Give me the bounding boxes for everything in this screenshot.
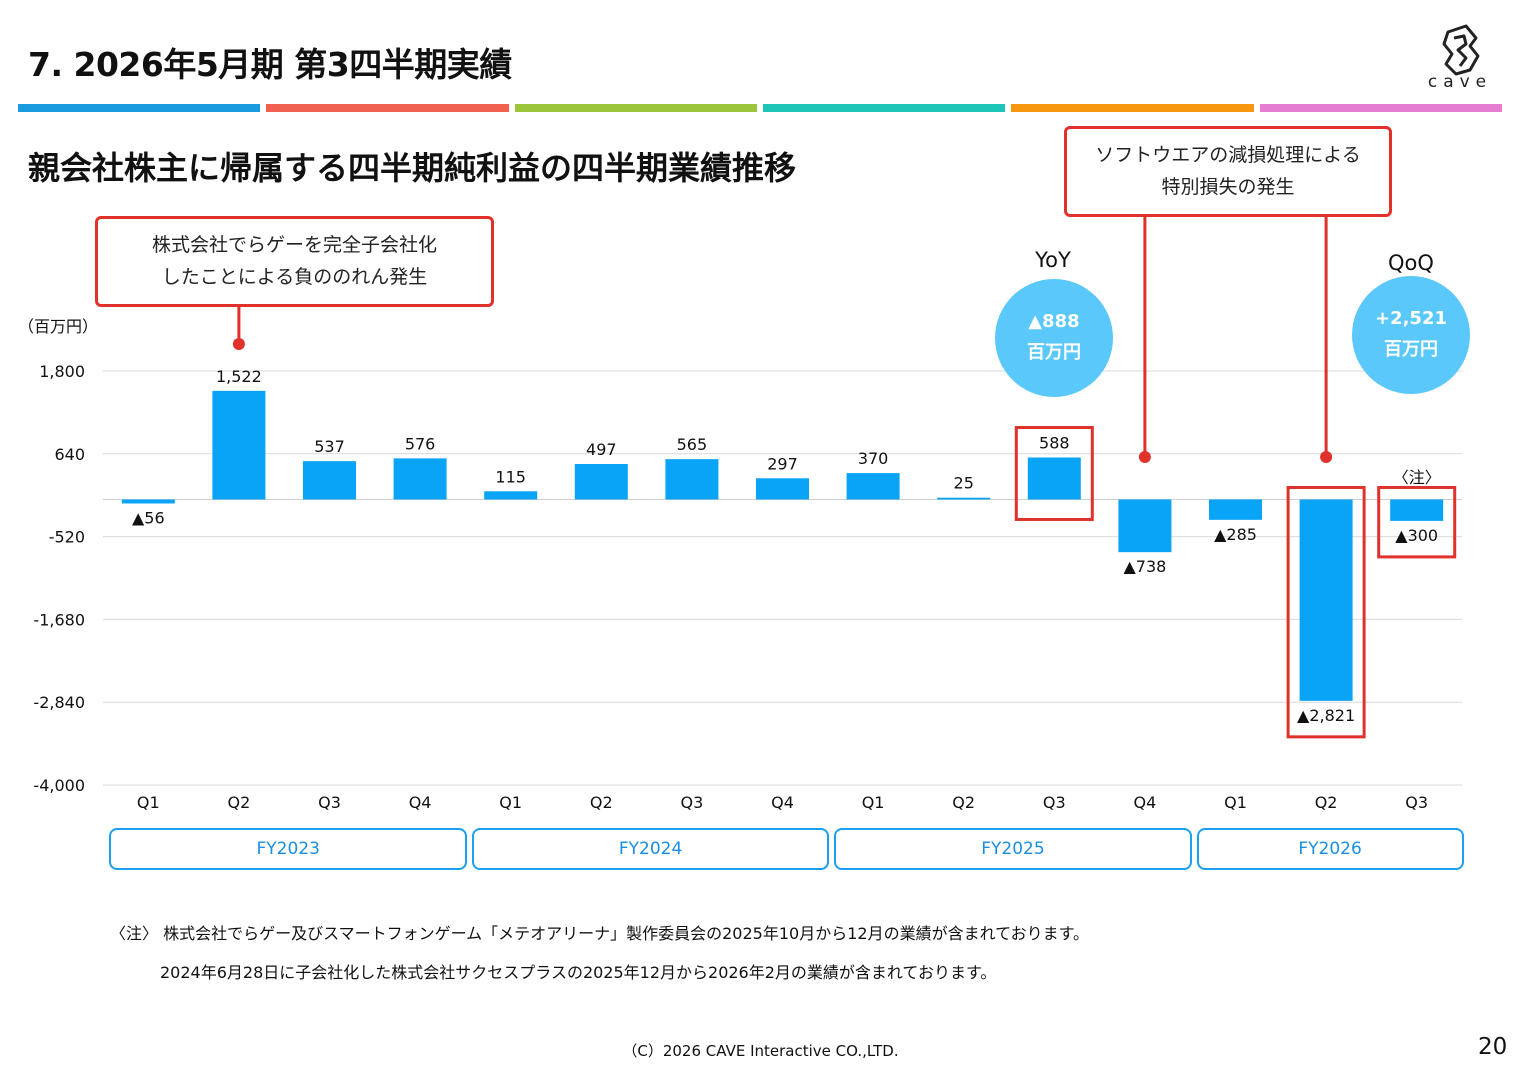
chart-title: 親会社株主に帰属する四半期純利益の四半期業績推移 (28, 149, 797, 187)
callout-line: ソフトウエアの減損処理による (1095, 144, 1361, 166)
bar (1390, 499, 1444, 521)
yoy-value: ▲888 (1028, 311, 1080, 332)
data-label: 537 (314, 437, 345, 456)
bar (574, 464, 628, 500)
data-label: 115 (495, 467, 526, 486)
yoy-label: YoY (1035, 248, 1071, 272)
yoy-unit: 百万円 (1027, 342, 1081, 363)
x-tick-label: Q4 (409, 793, 432, 812)
bar (303, 461, 356, 500)
data-label: 25 (954, 474, 974, 493)
stripe (1259, 104, 1502, 112)
page-number: 20 (1478, 1034, 1508, 1060)
callout-negative-goodwill: 株式会社でらゲーを完全子会社化 したことによる負ののれん発生 (95, 216, 494, 307)
bar (1027, 457, 1081, 500)
stripe (514, 104, 757, 112)
y-tick-label: -520 (49, 528, 85, 547)
highlight-box (1286, 485, 1366, 739)
x-tick-label: Q3 (1043, 793, 1066, 812)
fiscal-year-box: FY2024 (471, 828, 830, 870)
y-tick-label: -2,840 (33, 693, 85, 712)
qoq-bubble: +2,521 百万円 (1352, 276, 1470, 394)
data-label: 565 (677, 435, 708, 454)
bar (484, 491, 538, 500)
data-label: 1,522 (216, 367, 262, 386)
y-axis-unit: （百万円） (18, 317, 98, 336)
x-tick-label: Q3 (318, 793, 341, 812)
data-label: ▲300 (1395, 526, 1438, 545)
stripe (18, 104, 261, 112)
x-tick-label: Q2 (228, 793, 251, 812)
callout-line: したことによる負ののれん発生 (161, 266, 428, 288)
bar (1118, 499, 1172, 553)
x-tick-label: Q1 (499, 793, 522, 812)
note-marker: 〈注〉 (1393, 468, 1441, 487)
stripe (762, 104, 1006, 112)
data-label: ▲2,821 (1297, 706, 1355, 725)
y-tick-label: -4,000 (33, 776, 85, 795)
footnote-line: 2024年6月28日に子会社化した株式会社サクセスプラスの2025年12月から2… (160, 963, 997, 982)
stripe (266, 104, 509, 112)
qoq-value: +2,521 (1374, 308, 1448, 329)
cave-logo-icon (1442, 24, 1480, 76)
data-label: 297 (767, 454, 798, 473)
highlight-box (1014, 426, 1094, 521)
stripe (1011, 104, 1254, 112)
copyright: （C）2026 CAVE Interactive CO.,LTD. (622, 1042, 899, 1060)
callout-line: 特別損失の発生 (1161, 176, 1295, 198)
data-label: 497 (586, 440, 617, 459)
y-tick-label: -1,680 (33, 610, 85, 629)
bar (121, 499, 175, 504)
x-tick-label: Q2 (952, 793, 975, 812)
callout-dot (1320, 451, 1333, 463)
bar (1299, 499, 1353, 701)
x-tick-label: Q3 (681, 793, 704, 812)
callout-line: 株式会社でらゲーを完全子会社化 (151, 234, 437, 256)
bar (393, 458, 447, 500)
bar (212, 390, 266, 500)
highlight-box (1377, 485, 1457, 559)
qoq-unit: 百万円 (1384, 339, 1438, 360)
bar (1209, 499, 1262, 520)
bar (756, 478, 809, 500)
fiscal-year-box: FY2026 (1196, 828, 1464, 870)
x-tick-label: Q1 (137, 793, 160, 812)
data-label: 588 (1039, 434, 1070, 453)
x-tick-label: Q3 (1405, 793, 1428, 812)
x-tick-label: Q1 (862, 793, 885, 812)
callout-dot (1138, 451, 1151, 463)
x-tick-label: Q2 (590, 793, 613, 812)
qoq-label: QoQ (1388, 251, 1434, 275)
data-label: ▲285 (1214, 525, 1257, 544)
slide-title: 7. 2026年5月期 第3四半期実績 (28, 45, 512, 84)
bar (846, 473, 900, 500)
bar (665, 459, 719, 500)
logo-text: cave (1427, 72, 1493, 92)
bar (937, 497, 991, 500)
color-stripes (18, 104, 1502, 112)
x-tick-label: Q4 (771, 793, 794, 812)
data-label: 576 (405, 434, 436, 453)
y-tick-label: 640 (54, 445, 85, 464)
y-tick-label: 1,800 (39, 362, 85, 381)
footnote-line: 〈注〉 株式会社でらゲー及びスマートフォンゲーム「メテオアリーナ」製作委員会の2… (110, 924, 1090, 943)
fiscal-year-box: FY2023 (109, 828, 468, 870)
x-tick-label: Q4 (1134, 793, 1157, 812)
yoy-bubble: ▲888 百万円 (995, 279, 1113, 397)
callout-impairment-loss: ソフトウエアの減損処理による 特別損失の発生 (1064, 126, 1392, 217)
x-tick-label: Q1 (1224, 793, 1247, 812)
callout-dot (232, 338, 245, 350)
data-label: ▲56 (132, 508, 165, 527)
fiscal-year-box: FY2025 (834, 828, 1192, 870)
x-tick-label: Q2 (1315, 793, 1338, 812)
data-label: 370 (858, 449, 889, 468)
data-label: ▲738 (1123, 557, 1166, 576)
